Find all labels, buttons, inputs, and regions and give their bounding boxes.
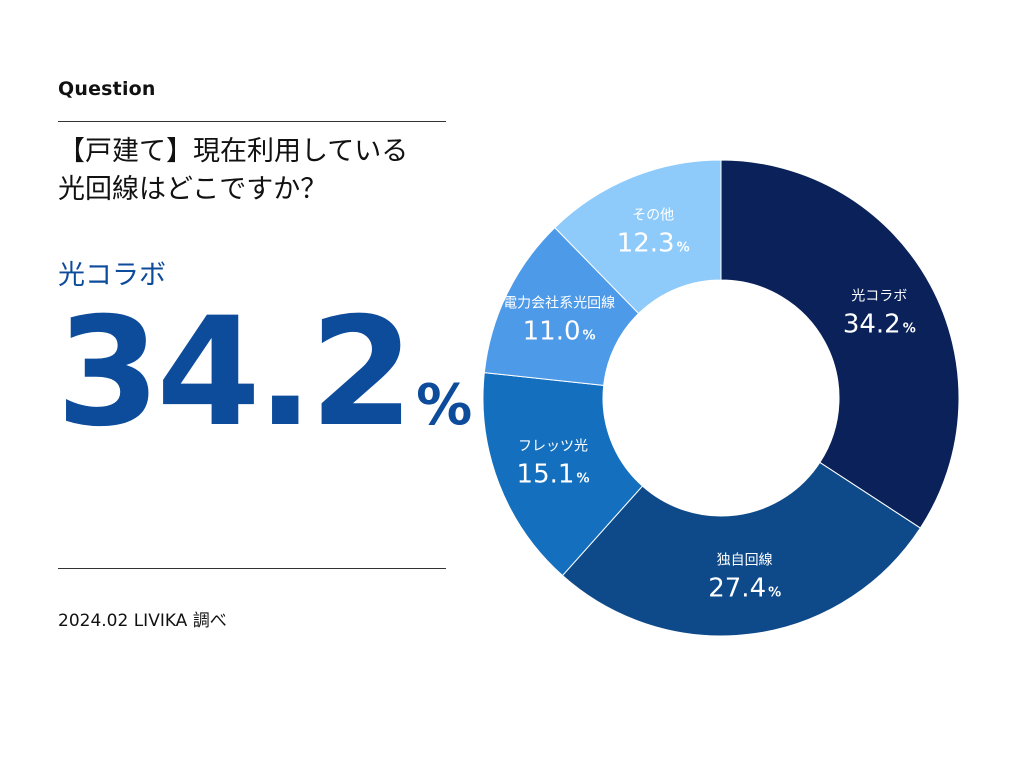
question-eyebrow: Question xyxy=(58,78,156,100)
bottom-divider xyxy=(58,568,446,569)
donut-slice-2 xyxy=(482,372,644,577)
donut-slice-1 xyxy=(561,461,922,637)
slice-label-0: 光コラボ 34.2% xyxy=(843,288,916,339)
top-answer-unit: % xyxy=(416,373,473,438)
top-divider xyxy=(58,121,446,122)
slice-category-label: 独自回線 xyxy=(717,552,773,568)
source-note: 2024.02 LIVIKA 調べ xyxy=(58,611,227,631)
question-title: 【戸建て】現在利用している 光回線はどこですか？ xyxy=(58,133,478,209)
slice-category-label: その他 xyxy=(632,207,674,223)
slice-value-label: 12.3% xyxy=(617,228,690,258)
question-line-2: 光回線はどこですか？ xyxy=(58,174,328,205)
top-answer-label: 光コラボ xyxy=(58,260,166,291)
top-answer-value: 34.2% xyxy=(56,298,472,448)
slice-label-4: その他 12.3% xyxy=(617,207,690,258)
slice-value-label: 15.1% xyxy=(517,460,590,490)
slice-category-label: 電力会社系光回線 xyxy=(503,295,615,311)
slice-label-2: フレッツ光 15.1% xyxy=(517,439,590,490)
slice-value-label: 11.0% xyxy=(523,316,596,346)
donut-slice-4 xyxy=(554,159,722,315)
slice-value-label: 34.2% xyxy=(843,309,916,339)
question-line-1: 【戸建て】現在利用している xyxy=(58,136,409,167)
top-answer-number: 34.2 xyxy=(56,286,414,460)
donut-slice-0 xyxy=(720,159,960,529)
slice-category-label: フレッツ光 xyxy=(518,439,588,455)
slice-value-label: 27.4% xyxy=(708,573,781,603)
slice-label-3: 電力会社系光回線 11.0% xyxy=(503,295,615,346)
slice-category-label: 光コラボ xyxy=(851,288,907,304)
slice-label-1: 独自回線 27.4% xyxy=(708,552,781,603)
